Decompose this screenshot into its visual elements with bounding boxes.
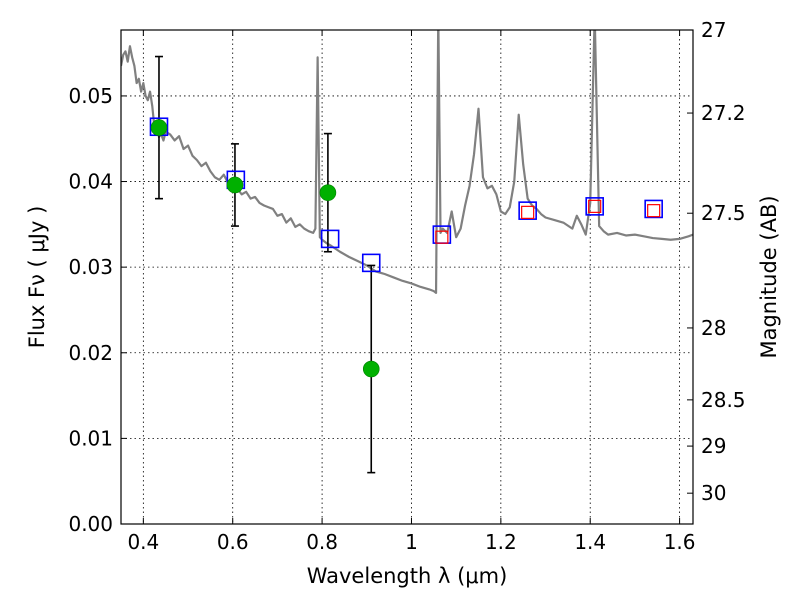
plot-frame — [120, 29, 694, 525]
spectrum-line — [121, 30, 693, 294]
model-band-point-blue — [644, 199, 663, 219]
x-tick-label: 1 — [405, 530, 418, 554]
model-band-point-red — [521, 205, 535, 219]
model-band-point-red — [647, 204, 661, 218]
y-tick-label: 0.02 — [68, 341, 113, 365]
model-band-point-red — [588, 199, 602, 213]
x-tick-label: 1.4 — [574, 530, 606, 554]
right-y-tick-label: 27 — [701, 18, 726, 42]
model-band-point-blue — [585, 197, 604, 216]
axis-tick-labels: 0.4 0.6 0.8 1 1.2 1.4 1.6 0.00 0.01 0.02 0.03 0.04 0… — [68, 18, 745, 554]
model-band-point-blue — [518, 201, 537, 220]
model-band-point-blue — [361, 253, 381, 273]
x-tick-label: 0.6 — [217, 530, 249, 554]
plot-area — [121, 30, 693, 474]
y-tick-label: 0.04 — [68, 170, 113, 194]
y-tick-label: 0.05 — [68, 84, 113, 108]
y-axis-label: Flux Fν ( μJy ) — [25, 206, 49, 349]
x-tick-label: 1.2 — [485, 530, 517, 554]
y-tick-label: 0.01 — [68, 426, 113, 450]
x-tick-label: 0.8 — [306, 530, 338, 554]
observed-point — [362, 360, 380, 378]
axis-ticks — [121, 29, 693, 525]
observed-point — [150, 119, 168, 136]
y-tick-label: 0.03 — [68, 255, 113, 279]
observed-point — [226, 176, 244, 194]
y-axis-right-label: Magnitude (AB) — [757, 195, 781, 358]
right-y-tick-label: 30 — [701, 481, 726, 505]
x-tick-label: 1.6 — [664, 530, 696, 554]
right-y-tick-label: 28 — [701, 316, 726, 340]
model-band-point-blue — [320, 229, 340, 249]
right-y-tick-label: 27.2 — [701, 101, 746, 125]
x-tick-label: 0.4 — [127, 530, 159, 554]
right-y-tick-label: 29 — [701, 434, 726, 458]
right-y-tick-label: 28.5 — [701, 388, 746, 412]
right-y-tick-label: 27.5 — [701, 201, 746, 225]
y-tick-label: 0.00 — [68, 512, 113, 536]
x-axis-label: Wavelength λ (μm) — [307, 564, 508, 588]
plot-background — [121, 30, 693, 524]
observed-point — [319, 184, 337, 201]
model-band-point-red — [435, 230, 449, 244]
